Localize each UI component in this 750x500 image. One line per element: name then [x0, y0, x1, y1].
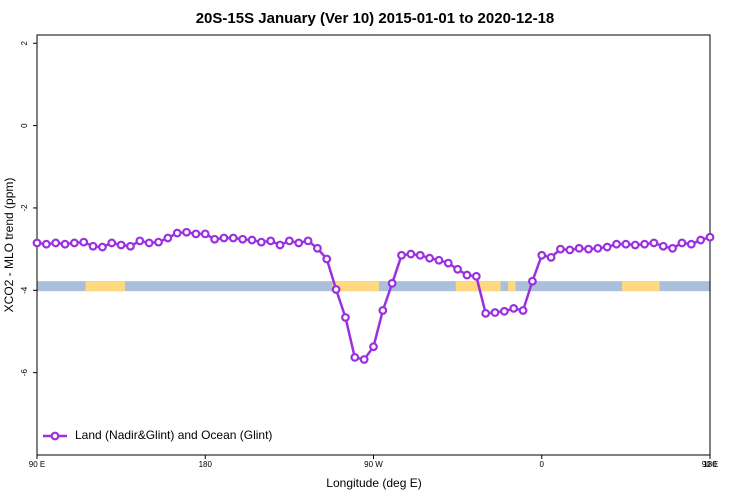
- data-point: [126, 241, 135, 251]
- chart-title: 20S-15S January (Ver 10) 2015-01-01 to 2…: [196, 10, 555, 27]
- data-point: [191, 229, 201, 239]
- x-tick-label: 90 E: [702, 460, 718, 469]
- data-point: [602, 242, 612, 252]
- data-point: [415, 250, 425, 260]
- data-point: [182, 227, 191, 237]
- data-point: [425, 253, 434, 263]
- data-point: [359, 355, 369, 364]
- x-tick-label: 0: [540, 460, 545, 469]
- y-tick-label: -6: [20, 369, 29, 377]
- data-point: [574, 243, 584, 253]
- data-point: [369, 342, 378, 352]
- y-tick-label: -4: [20, 286, 29, 294]
- y-tick-label: 0: [20, 123, 29, 128]
- data-point: [649, 238, 659, 248]
- data-point: [378, 306, 388, 315]
- data-point: [499, 306, 509, 316]
- data-point: [313, 243, 322, 253]
- data-point: [658, 241, 668, 251]
- data-point: [144, 238, 154, 248]
- data-point: [88, 241, 98, 251]
- data-point: [79, 237, 89, 247]
- data-point: [565, 245, 575, 255]
- x-axis-label: Longitude (deg E): [326, 476, 421, 490]
- y-axis-label: XCO2 - MLO trend (ppm): [2, 178, 16, 313]
- land-segment: [85, 281, 125, 292]
- land-segment: [332, 281, 380, 292]
- data-point: [116, 240, 126, 250]
- data-point: [397, 250, 406, 260]
- data-point: [266, 236, 276, 246]
- data-point: [69, 238, 79, 248]
- data-point: [443, 258, 453, 268]
- data-point: [228, 233, 238, 243]
- data-point: [32, 238, 42, 248]
- legend-marker: [50, 431, 60, 441]
- data-point: [640, 239, 649, 249]
- data-point: [481, 308, 491, 318]
- land-segment: [622, 281, 660, 292]
- data-point: [331, 285, 341, 294]
- data-point: [490, 308, 500, 317]
- data-point: [51, 238, 61, 248]
- data-point: [556, 244, 565, 254]
- data-point: [275, 240, 285, 250]
- data-point: [200, 229, 210, 239]
- data-point: [705, 232, 715, 242]
- data-point: [107, 238, 117, 248]
- data-point: [612, 239, 621, 249]
- data-point: [284, 236, 294, 246]
- data-point: [163, 233, 173, 243]
- data-point: [294, 238, 304, 248]
- data-point: [630, 240, 640, 250]
- data-point: [256, 237, 266, 247]
- x-tick-label: 90 E: [29, 460, 45, 469]
- data-point: [509, 304, 519, 313]
- data-point: [537, 250, 547, 260]
- data-point: [341, 313, 350, 322]
- data-point: [546, 252, 556, 262]
- data-point: [518, 306, 528, 315]
- data-point: [154, 237, 163, 247]
- data-point: [621, 239, 631, 249]
- data-point: [322, 254, 332, 264]
- legend-label: Land (Nadir&Glint) and Ocean (Glint): [75, 428, 272, 442]
- data-point: [98, 242, 107, 252]
- data-point: [686, 239, 696, 249]
- y-tick-label: 2: [20, 40, 29, 45]
- data-point: [696, 235, 706, 245]
- data-point: [387, 278, 397, 288]
- data-point: [219, 233, 229, 243]
- data-point: [238, 234, 248, 244]
- data-point: [172, 228, 182, 238]
- data-point: [135, 236, 145, 246]
- data-point: [434, 255, 444, 265]
- data-point: [528, 276, 537, 286]
- data-point: [462, 270, 472, 280]
- data-point: [41, 239, 51, 249]
- data-point: [350, 353, 360, 362]
- data-point: [593, 243, 603, 253]
- data-point: [406, 249, 416, 259]
- data-point: [584, 244, 593, 254]
- data-point: [471, 271, 481, 281]
- y-tick-label: -2: [20, 204, 29, 212]
- data-point: [210, 234, 219, 244]
- x-tick-label: 180: [199, 460, 213, 469]
- series-line: [36, 230, 711, 361]
- data-point: [677, 238, 687, 248]
- land-segment: [508, 281, 516, 292]
- x-tick-label: 90 W: [364, 460, 383, 469]
- data-point: [303, 236, 313, 246]
- data-point: [668, 243, 678, 253]
- x-tick-label: 180: [703, 460, 717, 469]
- data-point: [60, 239, 70, 249]
- data-point: [453, 264, 463, 274]
- data-point: [247, 235, 257, 245]
